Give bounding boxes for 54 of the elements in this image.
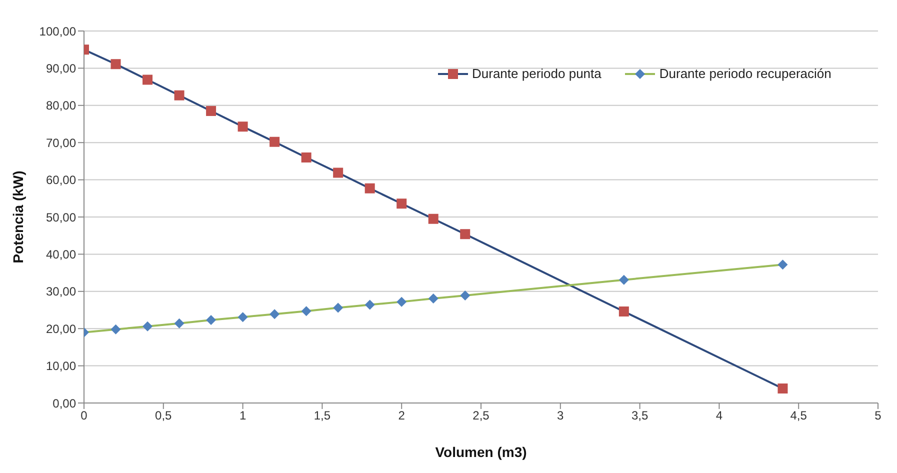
y-tick-label: 90,00	[46, 61, 76, 76]
point	[142, 74, 153, 85]
x-tick-label: 4	[716, 408, 723, 423]
point	[333, 168, 344, 178]
point	[174, 90, 184, 100]
x-tick-label: 5	[874, 408, 882, 423]
point	[333, 302, 344, 313]
point	[364, 300, 375, 310]
point	[778, 383, 788, 394]
x-axis-title: Volumen (m3)	[435, 444, 527, 460]
point	[460, 290, 470, 300]
point	[618, 306, 629, 316]
y-tick-label: 20,00	[46, 322, 76, 336]
y-tick-label: 10,00	[46, 359, 76, 374]
legend-label: Durante periodo recuperación	[659, 66, 832, 81]
point	[238, 122, 248, 132]
point	[460, 229, 470, 240]
y-tick-label: 60,00	[46, 173, 76, 188]
y-tick-label: 80,00	[46, 98, 76, 113]
y-tick-label: 30,00	[46, 284, 76, 299]
x-tick-label: 3	[557, 408, 564, 423]
x-tick-label: 2	[398, 408, 406, 423]
x-tick-label: 0	[80, 408, 88, 423]
y-tick-label: 70,00	[46, 136, 76, 150]
point	[396, 296, 407, 307]
point	[238, 312, 248, 322]
point	[142, 321, 153, 332]
y-axis-title: Potencia (kW)	[10, 170, 26, 264]
point	[174, 318, 184, 328]
x-tick-label: 4,5	[790, 408, 808, 423]
x-tick-label: 2,5	[472, 408, 490, 423]
point	[270, 136, 280, 147]
point	[301, 152, 312, 162]
x-tick-label: 3,5	[631, 408, 648, 423]
point	[270, 309, 280, 320]
y-tick-label: 50,00	[46, 210, 76, 224]
x-tick-label: 1	[239, 408, 246, 423]
point	[778, 260, 788, 270]
legend-label: Durante periodo punta	[472, 66, 602, 81]
x-tick-label: 1,5	[314, 408, 331, 423]
point	[206, 315, 216, 326]
point	[618, 274, 629, 285]
x-tick-label: 0,5	[155, 408, 172, 423]
point	[110, 324, 121, 334]
y-tick-label: 40,00	[46, 247, 76, 262]
y-tick-label: 0,00	[52, 396, 76, 410]
y-tick-label: 100,00	[39, 24, 76, 38]
point	[364, 183, 375, 194]
point	[301, 306, 312, 316]
point	[396, 198, 407, 209]
point	[206, 106, 216, 116]
point	[428, 214, 438, 224]
point	[110, 59, 121, 70]
point	[428, 293, 438, 304]
